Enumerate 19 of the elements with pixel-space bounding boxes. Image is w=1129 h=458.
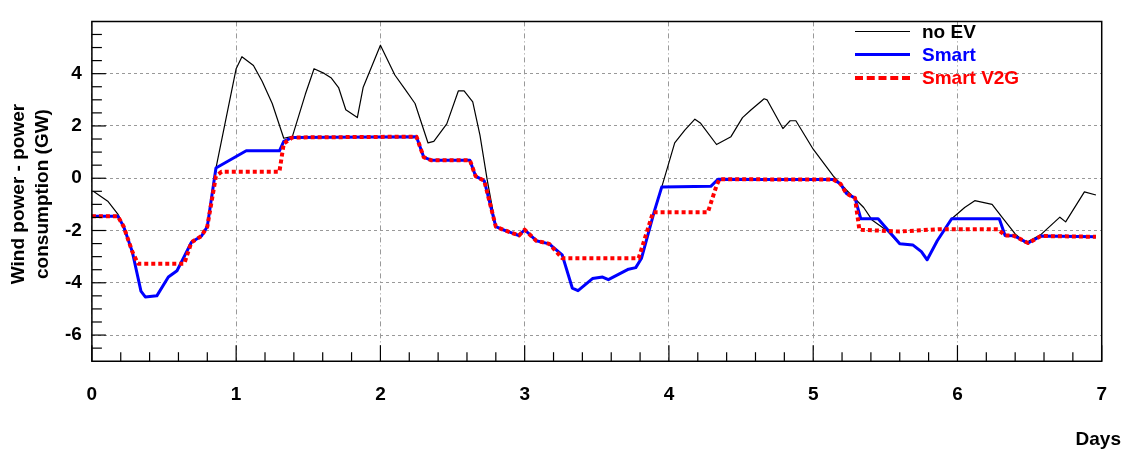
y-tick-label: 2: [71, 114, 82, 136]
x-tick-label: 6: [952, 382, 963, 404]
x-tick-label: 7: [1096, 382, 1108, 404]
x-tick-label: 2: [375, 382, 386, 404]
x-tick-label: 5: [807, 382, 819, 404]
x-tick-label: 4: [663, 382, 675, 404]
y-tick-label: -2: [64, 218, 82, 240]
x-axis-title: Days: [1075, 428, 1121, 450]
y-axis-title: Wind power - power consumption (GW): [6, 102, 53, 287]
y-tick-label: 0: [71, 166, 82, 188]
y-tick-label: -6: [64, 323, 82, 345]
x-tick-label: 1: [230, 382, 242, 404]
y-tick-label: 4: [71, 61, 83, 83]
x-tick-label: 0: [86, 382, 98, 404]
legend-label: Smart V2G: [922, 66, 1020, 89]
legend-label: Smart: [922, 43, 976, 66]
legend-label: no EV: [922, 20, 976, 43]
y-tick-label: -4: [64, 271, 83, 293]
x-tick-label: 3: [519, 382, 530, 404]
